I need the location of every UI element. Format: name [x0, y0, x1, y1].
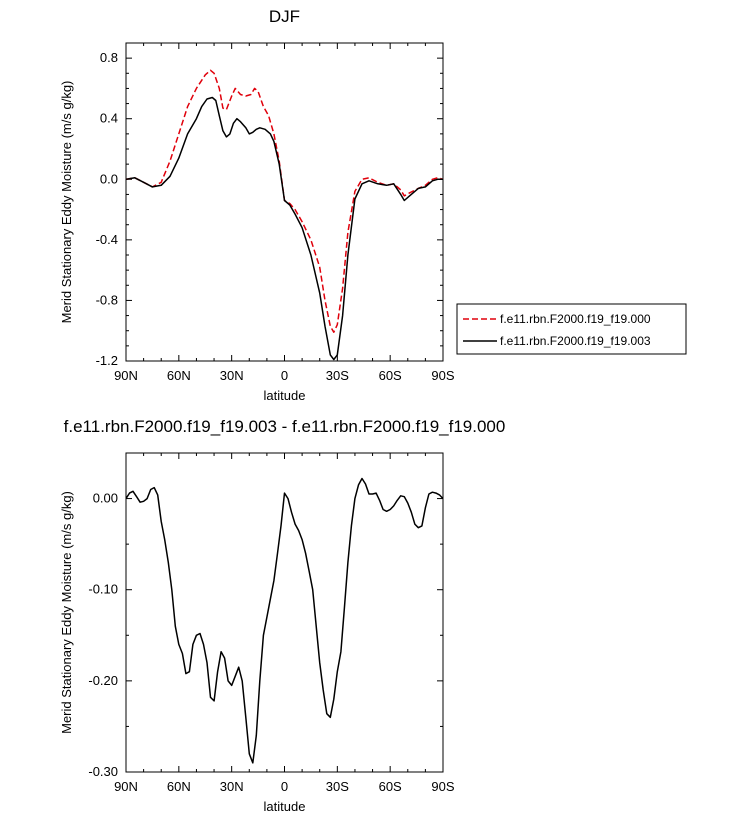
x-axis-label: latitude — [264, 388, 306, 403]
y-tick-label: 0.8 — [100, 50, 118, 65]
x-tick-label: 0 — [281, 368, 288, 383]
x-tick-label: 60N — [167, 779, 191, 794]
x-tick-label: 30N — [220, 779, 244, 794]
bottom-plot: f.e11.rbn.F2000.f19_f19.003 - f.e11.rbn.… — [59, 417, 505, 814]
y-tick-label: -0.30 — [88, 764, 118, 779]
y-axis-label: Merid Stationary Eddy Moisture (m/s g/kg… — [59, 81, 74, 324]
series-line-1 — [125, 96, 443, 361]
x-axis-label: latitude — [264, 799, 306, 814]
y-tick-label: -0.20 — [88, 673, 118, 688]
x-tick-label: 60S — [379, 368, 402, 383]
y-axis-label: Merid Stationary Eddy Moisture (m/s g/kg… — [59, 491, 74, 734]
top-plot: DJF 90N 60N 30N 0 30S 60S 90S 0.8 0.4 0.0 -0.4 -0.8 -… — [59, 7, 687, 403]
x-tick-label: 90N — [114, 779, 138, 794]
legend: f.e11.rbn.F2000.f19_f19.000 f.e11.rbn.F20… — [456, 303, 687, 355]
y-tick-label: -0.4 — [96, 232, 118, 247]
y-tick-label: -0.8 — [96, 292, 118, 307]
y-tick-label: -1.2 — [96, 353, 118, 368]
y-tick-label: -0.10 — [88, 582, 118, 597]
x-tick-label: 90S — [431, 779, 454, 794]
x-tick-label: 90S — [431, 368, 454, 383]
plot-frame — [125, 42, 444, 362]
x-tick-label: 90N — [114, 368, 138, 383]
x-tick-label: 0 — [281, 779, 288, 794]
y-tick-label: 0.4 — [100, 111, 118, 126]
x-tick-label: 30S — [326, 779, 349, 794]
legend-box — [456, 303, 687, 355]
x-tick-label: 30N — [220, 368, 244, 383]
y-tick-label: 0.00 — [93, 491, 118, 506]
y-tick-label: 0.0 — [100, 171, 118, 186]
x-tick-label: 60N — [167, 368, 191, 383]
x-tick-label: 30S — [326, 368, 349, 383]
legend-label-0: f.e11.rbn.F2000.f19_f19.000 — [500, 312, 651, 326]
chart-title: DJF — [269, 7, 300, 26]
series-line-0 — [125, 477, 444, 764]
chart-title: f.e11.rbn.F2000.f19_f19.003 - f.e11.rbn.… — [64, 417, 506, 436]
x-tick-label: 60S — [379, 779, 402, 794]
legend-label-1: f.e11.rbn.F2000.f19_f19.003 — [500, 334, 651, 348]
